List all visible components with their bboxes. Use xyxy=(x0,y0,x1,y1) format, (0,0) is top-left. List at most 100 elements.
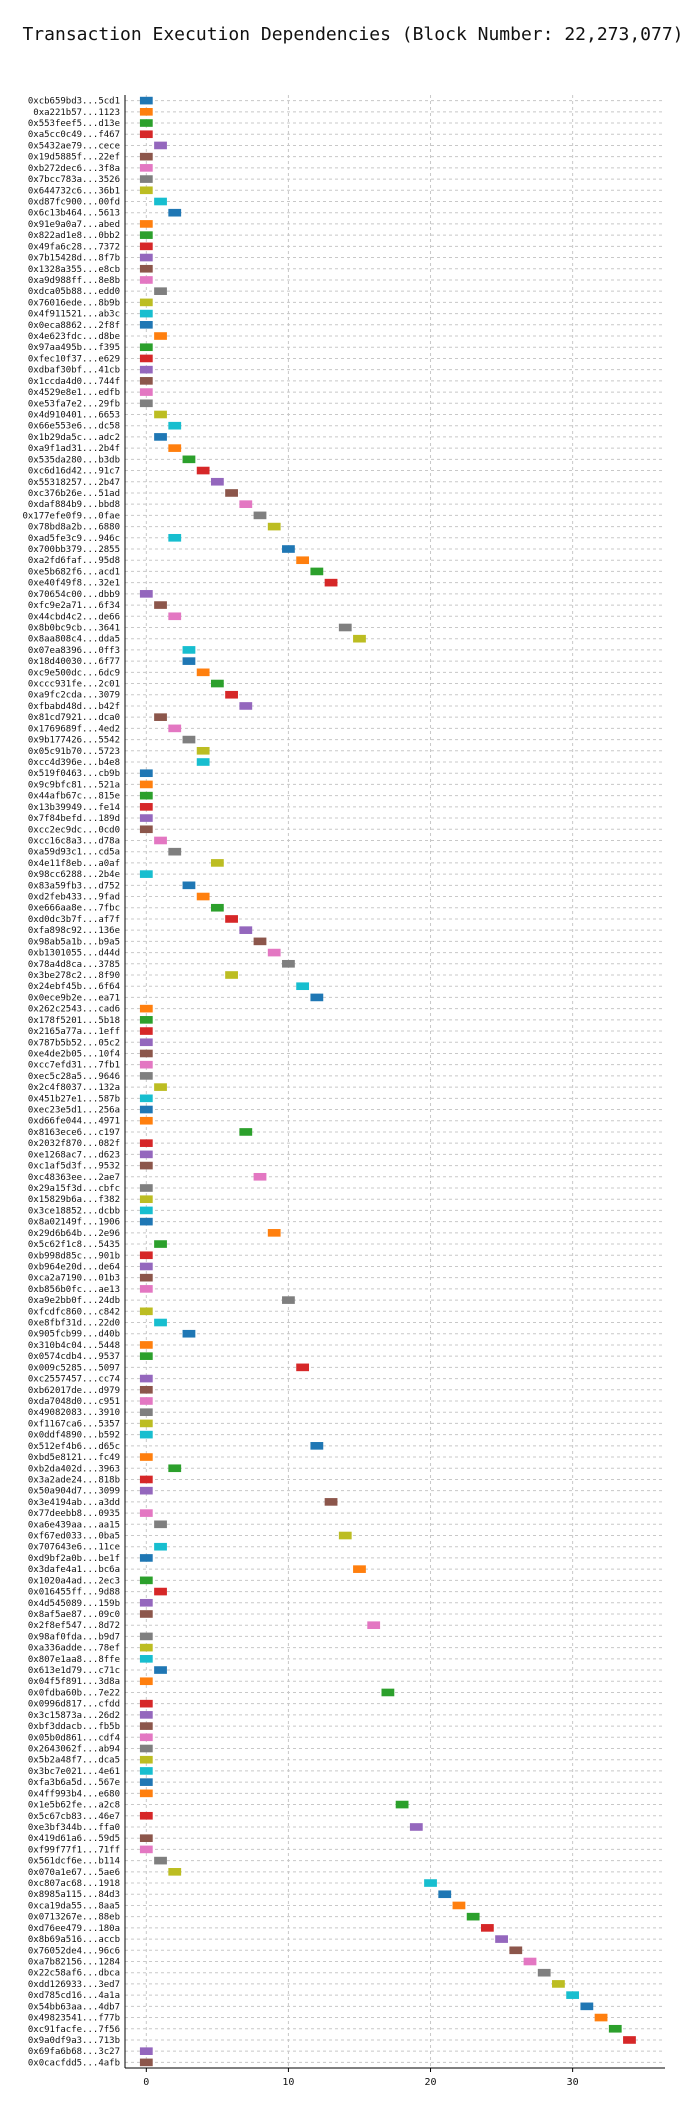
task-bar xyxy=(139,1139,153,1147)
tx-label: 0x310b4c04...5448 xyxy=(28,1341,120,1351)
tx-label: 0x8a02149f...1906 xyxy=(28,1218,120,1228)
tx-label: 0x50a904d7...3099 xyxy=(28,1487,120,1497)
tx-label: 0xb62017de...d979 xyxy=(28,1386,120,1396)
tx-label: 0x9b177426...5542 xyxy=(28,736,120,746)
task-bar xyxy=(139,1845,153,1854)
task-bar xyxy=(196,466,210,475)
task-bar xyxy=(324,1498,338,1506)
tx-label: 0xd76ee479...180a xyxy=(28,1924,120,1934)
tx-label: 0x18d40030...6f77 xyxy=(28,657,120,667)
tx-label: 0x0713267e...88eb xyxy=(28,1913,120,1923)
task-bar xyxy=(566,1991,580,1999)
task-bar xyxy=(139,1811,153,1820)
task-bar xyxy=(139,1352,153,1360)
tx-label: 0x22c58af6...dbca xyxy=(28,1969,120,1979)
tx-label: 0x07ea8396...0ff3 xyxy=(28,646,120,656)
tx-label: 0x9c9bfc81...521a xyxy=(28,780,120,790)
task-bar xyxy=(139,590,153,598)
tx-label: 0x4e11f8eb...a0af xyxy=(28,859,120,869)
task-bar xyxy=(580,2002,594,2011)
tx-label: 0xd66fe044...4971 xyxy=(28,1117,120,1127)
x-tick-label: 20 xyxy=(425,2077,437,2088)
tx-label: 0x15829b6a...f382 xyxy=(28,1195,120,1205)
task-bar xyxy=(139,1285,153,1293)
tx-label: 0xa9d988ff...8e8b xyxy=(28,276,120,286)
task-bar xyxy=(182,735,196,744)
task-bar xyxy=(267,948,281,957)
task-bar xyxy=(139,276,153,284)
tx-label: 0x1b29da5c...adc2 xyxy=(28,433,120,443)
tx-label: 0xcc4d396e...b4e8 xyxy=(28,758,120,768)
tx-label: 0xa9e2bb0f...24db xyxy=(28,1296,120,1306)
task-bar xyxy=(466,1912,480,1921)
tx-label: 0x4529e8e1...edfb xyxy=(28,388,120,398)
task-bar xyxy=(139,1116,153,1125)
tx-label: 0x81cd7921...dca0 xyxy=(28,713,120,723)
task-bar xyxy=(253,937,267,946)
task-bar xyxy=(139,825,153,834)
tx-label: 0x2032f870...082f xyxy=(28,1139,120,1149)
tx-label: 0x512ef4b6...d65c xyxy=(28,1442,120,1452)
task-bar xyxy=(267,522,281,531)
task-bar xyxy=(154,1542,167,1551)
task-bar xyxy=(139,1273,153,1282)
task-bar xyxy=(168,1464,182,1473)
task-bar xyxy=(139,152,153,161)
tx-label: 0xf99f77f1...71ff xyxy=(28,1845,120,1855)
task-bar xyxy=(139,1094,153,1103)
task-bar xyxy=(139,1744,153,1753)
tx-label: 0x700bb379...2855 xyxy=(28,545,120,555)
task-bar xyxy=(139,130,153,139)
task-bar xyxy=(210,903,224,912)
tx-label: 0xbd5e8121...fc49 xyxy=(28,1453,120,1463)
task-bar xyxy=(139,1699,153,1708)
task-bar xyxy=(168,533,182,542)
task-bar xyxy=(154,1666,167,1674)
task-bar xyxy=(139,1486,153,1495)
task-bar xyxy=(139,96,153,105)
tx-label: 0xa221b57...1123 xyxy=(33,108,120,118)
task-bar xyxy=(168,208,182,217)
tx-label: 0x1020a4ad...2ec3 xyxy=(28,1576,120,1586)
task-bar xyxy=(523,1957,537,1966)
tx-label: 0x2f8ef547...8d72 xyxy=(28,1621,120,1631)
task-bar xyxy=(225,971,238,979)
task-bar xyxy=(182,881,196,890)
task-bar xyxy=(168,724,182,733)
tx-label: 0x4d545089...159b xyxy=(28,1599,120,1609)
task-bar xyxy=(139,164,153,172)
tx-label: 0xb1301055...d44d xyxy=(28,949,120,959)
tx-label: 0xfec10f37...e629 xyxy=(28,354,120,364)
task-bar xyxy=(139,186,153,195)
task-bar xyxy=(139,1206,153,1215)
tx-label: 0x49082083...3910 xyxy=(28,1408,120,1418)
tx-label: 0xa7b82156...1284 xyxy=(28,1958,120,1968)
tx-label: 0xa336adde...78ef xyxy=(28,1644,120,1654)
tx-label: 0xc91facfe...7f56 xyxy=(28,2025,120,2035)
tx-label: 0x3dafe4a1...bc6a xyxy=(28,1565,120,1575)
tx-label: 0xd87fc900...00fd xyxy=(28,197,120,207)
tx-label: 0x6c13b464...5613 xyxy=(28,209,120,219)
tx-label: 0x1e5b62fe...a2c8 xyxy=(28,1801,120,1811)
task-bar xyxy=(310,1442,324,1450)
tx-label: 0xd2feb433...9fad xyxy=(28,893,120,903)
task-bar xyxy=(139,298,153,307)
tx-label: 0x7bcc783a...3526 xyxy=(28,175,120,185)
tx-label: 0xc48363ee...2ae7 xyxy=(28,1173,120,1183)
tx-label: 0xe53fa7e2...29fb xyxy=(28,399,120,409)
tx-label: 0xc807ac68...1918 xyxy=(28,1879,120,1889)
tx-label: 0x1ccda4d0...744f xyxy=(28,377,120,387)
task-bar xyxy=(139,1072,153,1080)
tx-label: 0x13b39949...fe14 xyxy=(28,803,120,813)
task-bar xyxy=(139,2047,153,2055)
task-bar xyxy=(139,1385,153,1394)
task-bar xyxy=(139,1184,153,1192)
tx-label: 0x91e9a0a7...abed xyxy=(28,220,120,230)
tx-label: 0x561dcf6e...b114 xyxy=(28,1857,120,1867)
task-bar xyxy=(154,1240,167,1248)
task-bar xyxy=(168,421,182,430)
tx-label: 0x44cbd4c2...de66 xyxy=(28,612,120,622)
tx-label: 0x04f5f891...3d8a xyxy=(28,1677,120,1687)
tx-label: 0x7f84befd...189d xyxy=(28,814,120,824)
tx-label: 0x0ddf4890...b592 xyxy=(28,1431,120,1441)
